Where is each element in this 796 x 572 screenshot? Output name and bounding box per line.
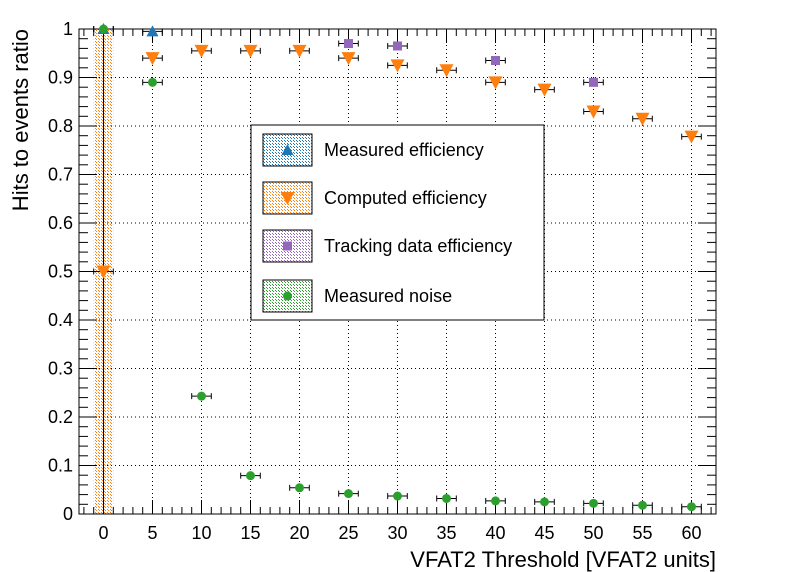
x-tick-label: 0 [98,523,108,543]
x-tick-label: 45 [534,523,554,543]
x-tick-label: 55 [632,523,652,543]
legend-label: Measured efficiency [324,140,484,160]
y-tick-label: 0.6 [48,213,73,233]
data-point [246,471,255,481]
data-point [145,52,160,66]
data-point [292,44,307,58]
data-point [393,491,402,501]
data-point [684,130,699,144]
data-point [344,489,353,499]
data-point [439,64,454,78]
legend-item: Measured efficiency [262,133,484,167]
x-tick-label: 10 [191,523,211,543]
legend-item: Computed efficiency [262,181,487,215]
data-point [589,498,598,508]
data-point [393,41,402,51]
y-tick-label: 0.1 [48,456,73,476]
series-measured-noise [93,24,702,512]
x-tick-label: 50 [583,523,603,543]
y-tick-label: 0.7 [48,165,73,185]
data-point [148,77,157,87]
y-tick-label: 1 [63,19,73,39]
legend-label: Measured noise [324,286,452,306]
data-point [197,391,206,401]
data-point [390,59,405,73]
legend-swatch [262,229,313,263]
data-point [243,44,258,58]
data-point [96,265,111,279]
data-point [537,83,552,97]
legend: Measured efficiency Computed efficiency Tr… [250,124,545,321]
data-point [638,500,647,510]
data-point [341,52,356,66]
y-tick-label: 0.8 [48,116,73,136]
legend-label: Computed efficiency [324,188,487,208]
legend-marker [283,291,292,301]
data-point [491,496,500,506]
legend-item: Tracking data efficiency [262,229,512,263]
y-tick-label: 0.5 [48,262,73,282]
x-tick-label: 30 [387,523,407,543]
x-tick-label: 35 [436,523,456,543]
legend-marker [280,192,295,205]
data-point [491,56,500,66]
data-point [635,112,650,126]
data-point [589,77,598,87]
data-point [687,502,696,512]
legend-label: Tracking data efficiency [324,236,512,256]
y-tick-label: 0.3 [48,359,73,379]
series-computed-efficiency [93,44,702,279]
legend-marker [283,241,292,251]
x-tick-label: 60 [681,523,701,543]
data-point [194,44,209,58]
legend-marker [281,144,294,155]
data-point [295,483,304,493]
data-point [344,39,353,49]
y-tick-label: 0 [63,504,73,524]
data-point [488,76,503,90]
legend-swatch [262,181,313,215]
x-tick-label: 20 [289,523,309,543]
data-point [586,105,601,119]
data-point [540,497,549,507]
x-tick-label: 25 [338,523,358,543]
x-tick-label: 15 [240,523,260,543]
x-tick-label: 5 [147,523,157,543]
data-point [442,493,451,503]
x-axis-label: VFAT2 Threshold [VFAT2 units] [410,547,716,572]
data-point [146,25,159,37]
y-axis-label: Hits to events ratio [8,29,33,211]
y-tick-label: 0.4 [48,310,73,330]
series-tracking-data-efficiency [338,39,604,87]
y-tick-label: 0.9 [48,68,73,88]
y-tick-label: 0.2 [48,407,73,427]
data-point [99,24,108,34]
x-tick-label: 40 [485,523,505,543]
legend-item: Measured noise [262,279,452,313]
